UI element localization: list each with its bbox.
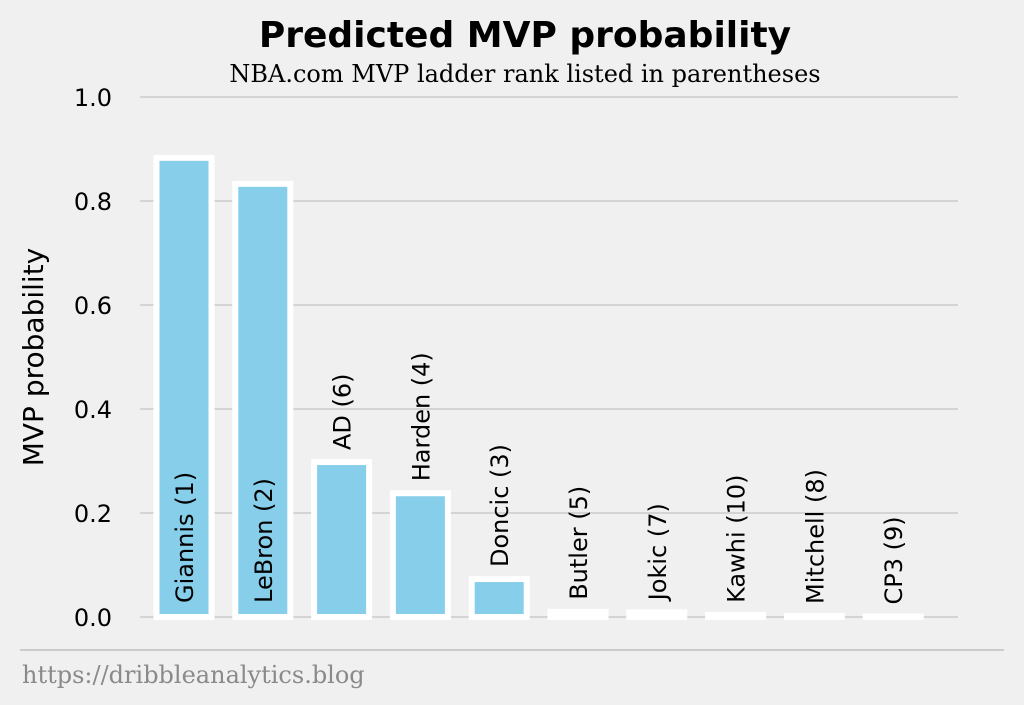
bar-label: LeBron (2) xyxy=(250,478,278,603)
bar xyxy=(311,459,373,621)
bar-label: Butler (5) xyxy=(565,486,593,600)
bar xyxy=(468,576,530,620)
footer-source: https://dribbleanalytics.blog xyxy=(22,661,365,689)
bar xyxy=(862,613,924,620)
y-axis-label: MVP probability xyxy=(17,248,50,467)
bar xyxy=(153,154,215,620)
bars xyxy=(153,154,924,621)
y-tick-label: 0.6 xyxy=(74,292,112,320)
bar xyxy=(232,180,294,620)
bar-label: Giannis (1) xyxy=(171,472,199,603)
bar-label: CP3 (9) xyxy=(880,516,908,604)
bar-label: Mitchell (8) xyxy=(801,469,829,604)
y-tick-label: 0.2 xyxy=(74,500,112,528)
chart-subtitle: NBA.com MVP ladder rank listed in parent… xyxy=(229,60,820,88)
bar-label: Doncic (3) xyxy=(486,444,514,567)
y-tick-label: 0.0 xyxy=(74,604,112,632)
chart-title: Predicted MVP probability xyxy=(259,15,791,56)
y-tick-label: 0.8 xyxy=(74,188,112,216)
bar-label: AD (6) xyxy=(329,374,357,451)
bar-labels: Giannis (1) LeBron (2) AD (6) Harden (4) Don… xyxy=(171,352,908,604)
y-tick-label: 0.4 xyxy=(74,396,112,424)
bar xyxy=(783,612,845,621)
y-tick-label: 1.0 xyxy=(74,84,112,112)
bar-label: Jokic (7) xyxy=(644,503,672,602)
bar xyxy=(626,609,688,621)
bar-label: Harden (4) xyxy=(407,352,435,481)
bar xyxy=(389,490,451,620)
bar xyxy=(705,611,767,620)
y-axis-ticks: 0.0 0.2 0.4 0.6 0.8 1.0 xyxy=(74,84,112,632)
bar xyxy=(547,608,609,620)
bar-label: Kawhi (10) xyxy=(723,474,751,602)
